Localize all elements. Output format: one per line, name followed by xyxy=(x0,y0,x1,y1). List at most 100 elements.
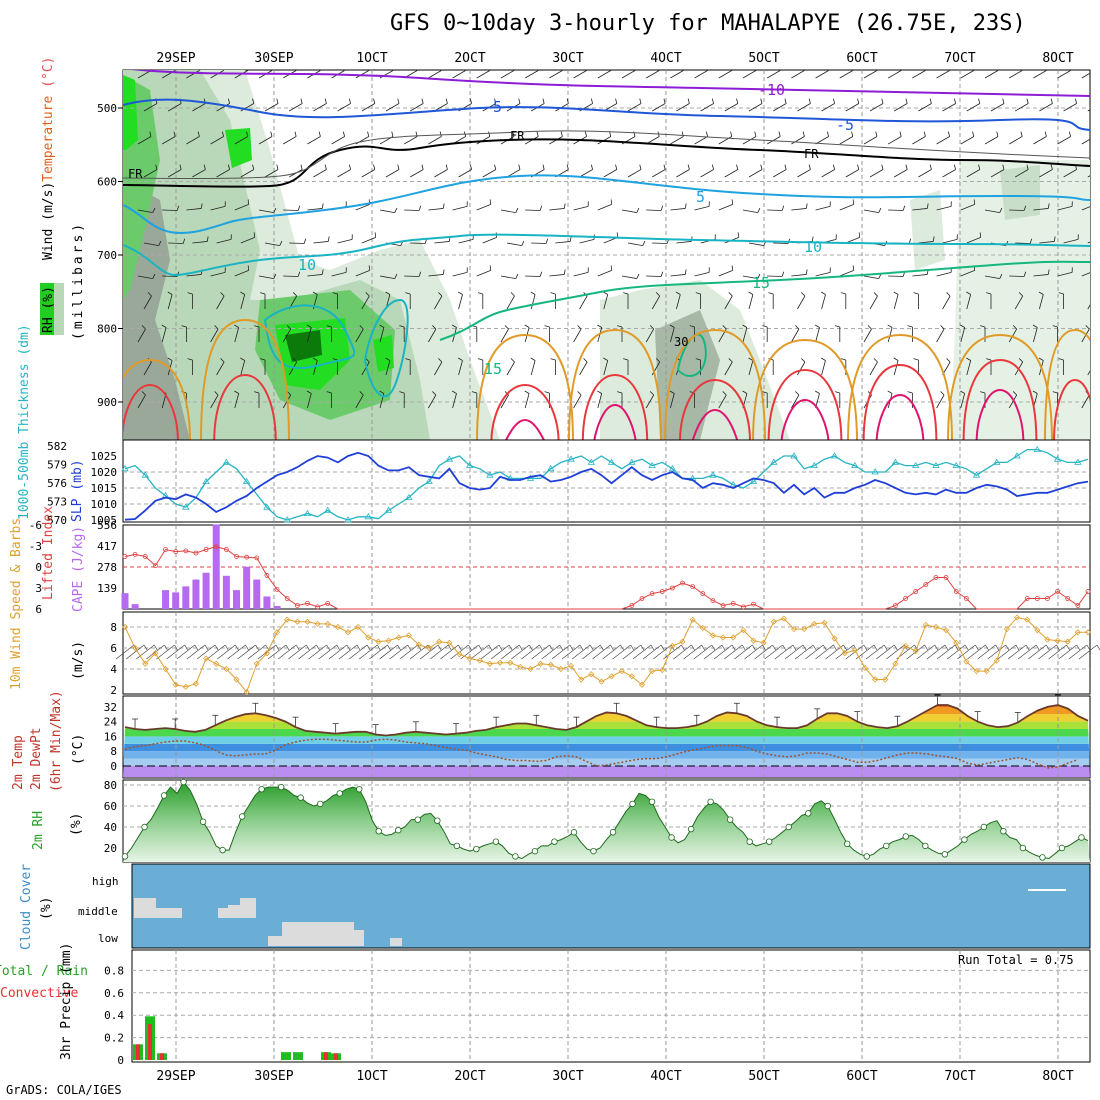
wind-barb xyxy=(791,136,805,145)
wind-point xyxy=(760,639,767,646)
wind-barb xyxy=(1057,136,1071,145)
wind-barb-flag xyxy=(973,199,976,205)
wind-barb-10m xyxy=(125,644,145,660)
ytick-label: 500 xyxy=(97,102,117,115)
wind-point xyxy=(365,634,372,641)
wind-point xyxy=(162,665,169,673)
wind-barb-10m-flag xyxy=(214,644,219,651)
wind-point xyxy=(375,638,382,645)
wind-barb xyxy=(1033,327,1038,343)
date-label-top: 1OCT xyxy=(356,51,387,66)
wind-barb-flag xyxy=(907,391,913,394)
wind-barb xyxy=(258,136,273,145)
wind-barb-flag xyxy=(270,131,273,137)
wind-barb xyxy=(821,169,835,178)
wind-point xyxy=(405,632,412,639)
wind-barb-flag xyxy=(754,131,757,137)
wind-point xyxy=(841,650,848,657)
warm-contour xyxy=(962,358,1038,440)
wind-barb xyxy=(410,169,424,178)
wind-barb-flag xyxy=(326,325,332,328)
wind-barb xyxy=(748,169,763,178)
temp-band xyxy=(123,766,1090,778)
wind-barb-flag xyxy=(182,238,186,244)
cloud-level-high: high xyxy=(92,875,119,888)
thickness-point xyxy=(993,458,1001,465)
wind-barb xyxy=(676,241,692,244)
wind-barb-flag xyxy=(306,324,312,328)
wind-barb-10m-flag xyxy=(792,644,797,651)
wind-barb-10m xyxy=(359,644,378,660)
li-point xyxy=(690,584,696,589)
warm-contour xyxy=(213,373,277,440)
wind-barb-10m-flag xyxy=(326,644,330,651)
wind-barb-10m-flag xyxy=(640,644,645,651)
wind-barb xyxy=(627,103,642,112)
wind-barb xyxy=(434,103,448,112)
rh-2m-panel: 20 40 60 80 2m RH (%) xyxy=(31,778,1091,863)
wind-barb-flag xyxy=(731,199,734,205)
thickness-point xyxy=(445,455,454,462)
wind-barb-10m xyxy=(936,644,956,660)
rh-point xyxy=(902,833,910,840)
wind-point xyxy=(1054,637,1061,644)
wind-barb xyxy=(186,136,200,145)
wind-barb-flag xyxy=(840,358,846,361)
wind-barb xyxy=(670,393,675,409)
wind-barb xyxy=(1057,70,1071,79)
warm-contour xyxy=(1044,328,1090,440)
rh-point xyxy=(941,851,949,858)
wind-barb-10m-flag xyxy=(762,644,766,651)
wind-barb xyxy=(652,242,668,244)
date-label-bottom: 1OCT xyxy=(356,1069,387,1084)
wind-barb xyxy=(555,241,571,244)
wind-point xyxy=(1013,614,1021,621)
wind-barb-flag xyxy=(1092,292,1096,296)
wind-barb-10m xyxy=(176,644,196,660)
wind-barb xyxy=(670,136,684,145)
wind-point xyxy=(294,618,301,625)
rh-point xyxy=(883,842,890,850)
wind-barb-10m-flag xyxy=(306,644,310,651)
precip-conv-ylabel: Convective xyxy=(0,986,78,1001)
wind-barb xyxy=(573,328,582,343)
rh-area-late-3 xyxy=(910,190,945,270)
li-point xyxy=(720,603,726,608)
temp2m-ylabel: 2m Temp xyxy=(11,735,26,790)
wind-barb-flag xyxy=(986,358,992,361)
wind-barb-10m-flag xyxy=(843,644,847,651)
wind-barb-flag xyxy=(167,357,173,361)
wind-barb xyxy=(863,275,879,279)
wind-barb xyxy=(307,208,323,211)
wind-barb xyxy=(525,275,541,277)
wind-barb-10m xyxy=(531,644,550,660)
wind-barb xyxy=(500,275,516,279)
wind-barb xyxy=(942,238,958,244)
wind-barb xyxy=(313,360,318,376)
bottom-date-labels: 29SEP 30SEP 1OCT 2OCT 3OCT 4OCT 5OCT 6OCT 7OCT 8O… xyxy=(156,1069,1073,1084)
wind-barb xyxy=(1039,294,1044,310)
wind-point xyxy=(618,668,625,675)
warm-contour xyxy=(691,408,739,440)
wind-barb-10m xyxy=(845,644,865,660)
wind-barb xyxy=(960,70,974,79)
wind-barb-10m xyxy=(794,644,814,660)
wind-barb-flag xyxy=(477,358,483,361)
wind-barb xyxy=(234,327,240,343)
wind-barb xyxy=(1057,205,1073,211)
wind-barb-10m xyxy=(1028,644,1047,660)
li-point xyxy=(1055,589,1060,594)
wind-barb-flag xyxy=(326,391,332,394)
precip-conv-bar xyxy=(334,1053,338,1060)
wind-point xyxy=(355,623,362,631)
wind-barb-10m xyxy=(399,644,419,660)
wind-barb-flag xyxy=(722,391,727,396)
cloud-cell xyxy=(390,938,402,946)
wind-barb-flag xyxy=(795,391,800,396)
wind-barb-flag xyxy=(1018,292,1023,297)
wind-barb xyxy=(355,70,369,79)
wind-barb-flag xyxy=(294,131,297,137)
wind-barb-10m xyxy=(683,644,702,660)
wind-barb-flag xyxy=(1052,325,1058,328)
wind-barb-flag xyxy=(187,358,193,361)
